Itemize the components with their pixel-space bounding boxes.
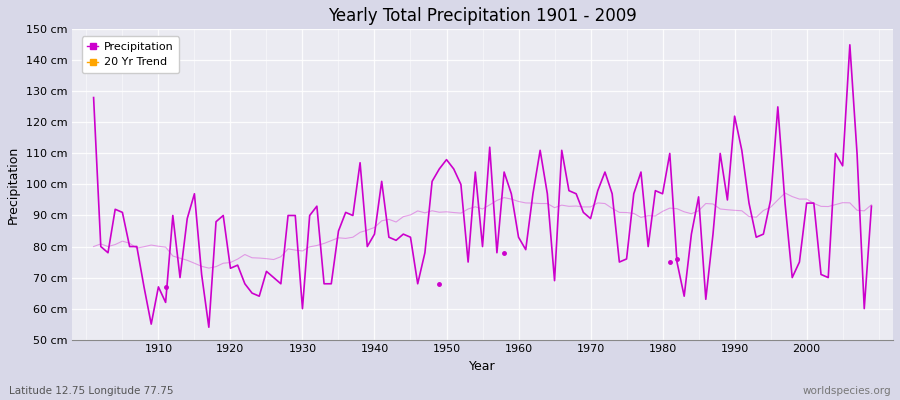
X-axis label: Year: Year: [469, 360, 496, 373]
Y-axis label: Precipitation: Precipitation: [7, 145, 20, 224]
Text: worldspecies.org: worldspecies.org: [803, 386, 891, 396]
Legend: Precipitation, 20 Yr Trend: Precipitation, 20 Yr Trend: [82, 36, 179, 73]
Text: Latitude 12.75 Longitude 77.75: Latitude 12.75 Longitude 77.75: [9, 386, 174, 396]
Title: Yearly Total Precipitation 1901 - 2009: Yearly Total Precipitation 1901 - 2009: [328, 7, 637, 25]
